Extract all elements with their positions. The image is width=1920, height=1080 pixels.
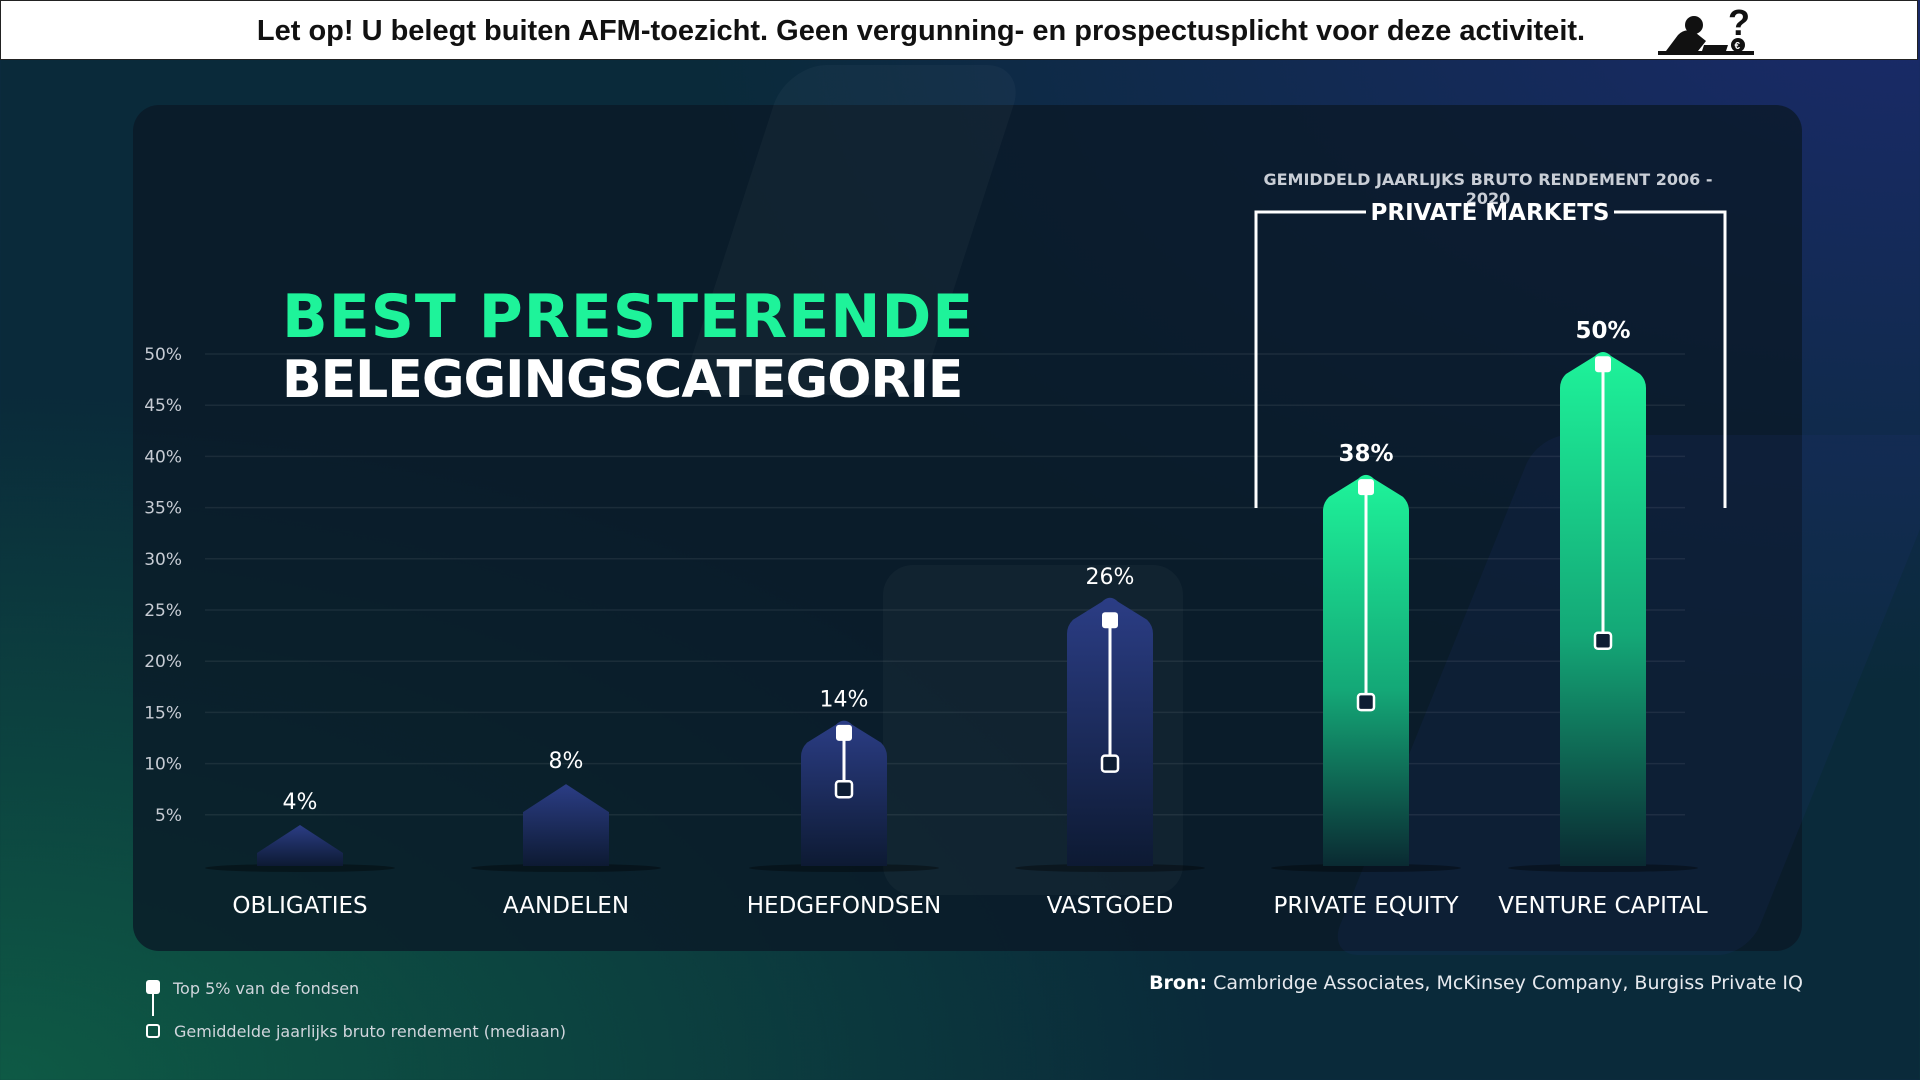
y-tick-label: 50% — [144, 345, 182, 365]
y-tick-label: 20% — [144, 652, 182, 672]
category-label: VENTURE CAPITAL — [1498, 893, 1708, 919]
afm-warning-banner: Let op! U belegt buiten AFM-toezicht. Ge… — [0, 0, 1918, 60]
category-label: HEDGEFONDSEN — [747, 893, 941, 919]
y-tick-label: 40% — [144, 447, 182, 467]
legend-connector — [152, 994, 154, 1016]
median-marker — [834, 779, 854, 799]
bar-shadow — [1508, 864, 1698, 872]
svg-text:?: ? — [1728, 5, 1750, 43]
median-marker — [1100, 754, 1120, 773]
top5-marker — [1595, 356, 1611, 373]
median-marker — [1593, 631, 1613, 650]
y-tick-label: 30% — [144, 550, 182, 570]
bar-obligaties — [257, 825, 343, 866]
median-legend-icon — [146, 1024, 160, 1038]
y-tick-label: 45% — [144, 396, 182, 416]
data-label: 8% — [549, 749, 584, 774]
bar-shadow — [205, 864, 395, 872]
source-text: Cambridge Associates, McKinsey Company, … — [1213, 972, 1803, 994]
data-label: 14% — [820, 688, 869, 713]
category-label: PRIVATE EQUITY — [1273, 893, 1459, 919]
top5-legend-icon — [146, 980, 160, 994]
chart-panel — [133, 105, 1920, 955]
y-tick-label: 25% — [144, 601, 182, 621]
afm-warning-icon: ? € — [1658, 5, 1754, 55]
bar-shadow — [1015, 864, 1205, 872]
top5-marker — [1102, 612, 1118, 629]
y-tick-label: 15% — [144, 703, 182, 723]
data-label: 26% — [1086, 565, 1135, 590]
legend-median-label: Gemiddelde jaarlijks bruto rendement (me… — [174, 1022, 567, 1041]
data-label: 38% — [1338, 441, 1393, 467]
afm-warning-text: Let op! U belegt buiten AFM-toezicht. Ge… — [256, 15, 1586, 47]
y-tick-label: 35% — [144, 499, 182, 519]
category-label: OBLIGATIES — [232, 893, 367, 919]
top5-marker — [1358, 479, 1374, 496]
bar-shadow — [1271, 864, 1461, 872]
category-label: VASTGOED — [1047, 893, 1174, 919]
data-label: 4% — [283, 790, 318, 815]
y-tick-label: 10% — [144, 755, 182, 775]
y-tick-label: 5% — [155, 806, 182, 826]
top5-marker — [836, 724, 852, 741]
bar-aandelen — [523, 784, 609, 866]
median-marker — [1356, 692, 1376, 712]
private-markets-bracket — [1254, 210, 1727, 508]
source-note: Bron: Cambridge Associates, McKinsey Com… — [1149, 972, 1803, 994]
private-markets-subtitle: GEMIDDELD JAARLIJKS BRUTO RENDEMENT 2006… — [1263, 170, 1713, 208]
chart-title: BEST PRESTERENDE — [282, 282, 975, 352]
chart-subtitle: BELEGGINGSCATEGORIE — [282, 350, 963, 410]
svg-text:€: € — [1735, 41, 1741, 52]
bar-shadow — [749, 864, 939, 872]
bar-shadow — [471, 864, 661, 872]
data-label: 50% — [1575, 318, 1630, 344]
source-label: Bron: — [1149, 972, 1208, 994]
category-label: AANDELEN — [503, 893, 629, 919]
legend-top5-label: Top 5% van de fondsen — [173, 979, 360, 998]
private-markets-label: PRIVATE MARKETS — [1370, 200, 1610, 226]
